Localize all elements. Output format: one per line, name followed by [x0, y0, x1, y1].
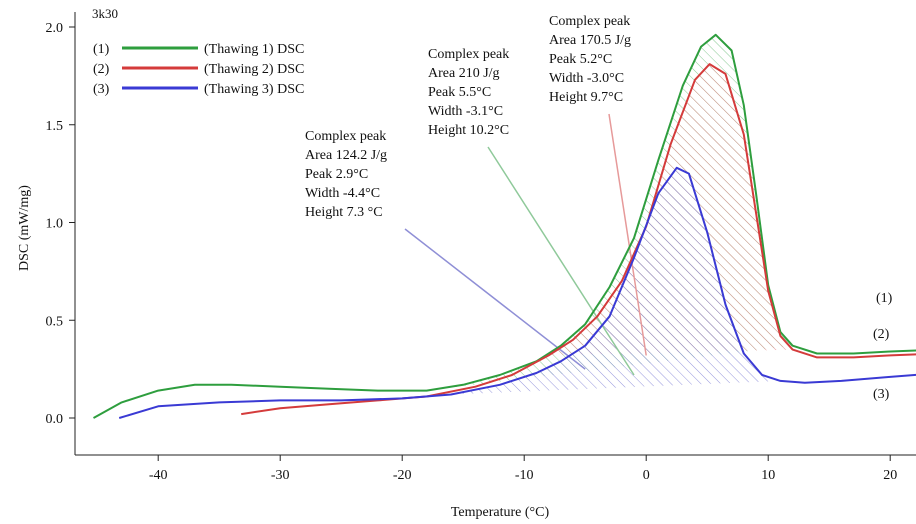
x-tick-label: 10 — [761, 468, 775, 483]
peak-area-fills — [426, 34, 793, 395]
annotation-line: Area 210 J/g — [428, 66, 500, 81]
axes — [74, 12, 916, 456]
annotation-line: Complex peak — [428, 47, 509, 62]
legend-label: (Thawing 1) DSC — [204, 42, 304, 57]
annotation-line: Width -3.1°C — [428, 104, 503, 119]
annotation-line: Area 170.5 J/g — [549, 33, 631, 48]
peak-annotation: Complex peak Area 124.2 J/g Peak 2.9°C Widt… — [305, 129, 387, 220]
x-axis-title: Temperature (°C) — [451, 505, 550, 520]
legend-number: (3) — [93, 82, 110, 97]
curve-end-label: (2) — [873, 327, 890, 342]
series-line — [118, 166, 916, 419]
annotation-line: Peak 2.9°C — [305, 167, 368, 182]
annotation-line: Height 9.7°C — [549, 90, 623, 105]
y-tick-label: 2.0 — [46, 21, 64, 36]
peak-annotation: Complex peak Area 210 J/g Peak 5.5°C Width … — [428, 47, 509, 138]
x-tick-label: -20 — [393, 468, 412, 483]
annotation-leader-lines — [404, 113, 647, 376]
annotation-line: Complex peak — [549, 14, 630, 29]
annotation-leader — [608, 113, 647, 356]
x-tick-label: 20 — [883, 468, 897, 483]
legend-number: (1) — [93, 42, 110, 57]
y-tick-label: 0.5 — [46, 314, 64, 329]
legend-label: (Thawing 3) DSC — [204, 82, 304, 97]
annotation-line: Peak 5.2°C — [549, 52, 612, 67]
y-tick-label: 1.5 — [46, 119, 64, 134]
peak-area-fill — [451, 167, 781, 395]
annotation-leader — [487, 146, 635, 376]
annotation-line: Area 124.2 J/g — [305, 148, 387, 163]
annotation-leader — [404, 228, 586, 370]
annotation-line: Width -4.4°C — [305, 186, 380, 201]
annotation-line: Complex peak — [305, 129, 386, 144]
legend: (1) (Thawing 1) DSC (2) (Thawing 2) DSC (3) (… — [93, 42, 304, 97]
annotation-line: Width -3.0°C — [549, 71, 624, 86]
curve-end-labels: (1) (2) (3) — [873, 291, 893, 402]
x-axis-ticks: -40 -30 -20 -10 0 10 20 — [149, 455, 897, 483]
legend-number: (2) — [93, 62, 110, 77]
annotation-line: Peak 5.5°C — [428, 85, 491, 100]
annotation-line: Height 10.2°C — [428, 123, 509, 138]
series-line — [93, 33, 916, 419]
curve-end-label: (1) — [876, 291, 893, 306]
curve-end-label: (3) — [873, 387, 890, 402]
y-axis-title: DSC (mW/mg) — [17, 185, 32, 271]
y-tick-label: 0.0 — [46, 412, 64, 427]
annotation-line: Height 7.3 °C — [305, 205, 383, 220]
x-tick-label: -30 — [271, 468, 290, 483]
y-tick-label: 1.0 — [46, 217, 64, 232]
corner-label: 3k30 — [92, 6, 118, 21]
x-tick-label: -10 — [515, 468, 534, 483]
peak-annotation: Complex peak Area 170.5 J/g Peak 5.2°C Widt… — [549, 14, 631, 105]
y-axis-ticks: 0.0 0.5 1.0 1.5 2.0 — [46, 21, 75, 427]
peak-annotations: Complex peak Area 124.2 J/g Peak 2.9°C Widt… — [305, 14, 631, 220]
x-tick-label: 0 — [643, 468, 650, 483]
legend-label: (Thawing 2) DSC — [204, 62, 304, 77]
dsc-curves — [93, 33, 916, 419]
x-tick-label: -40 — [149, 468, 168, 483]
